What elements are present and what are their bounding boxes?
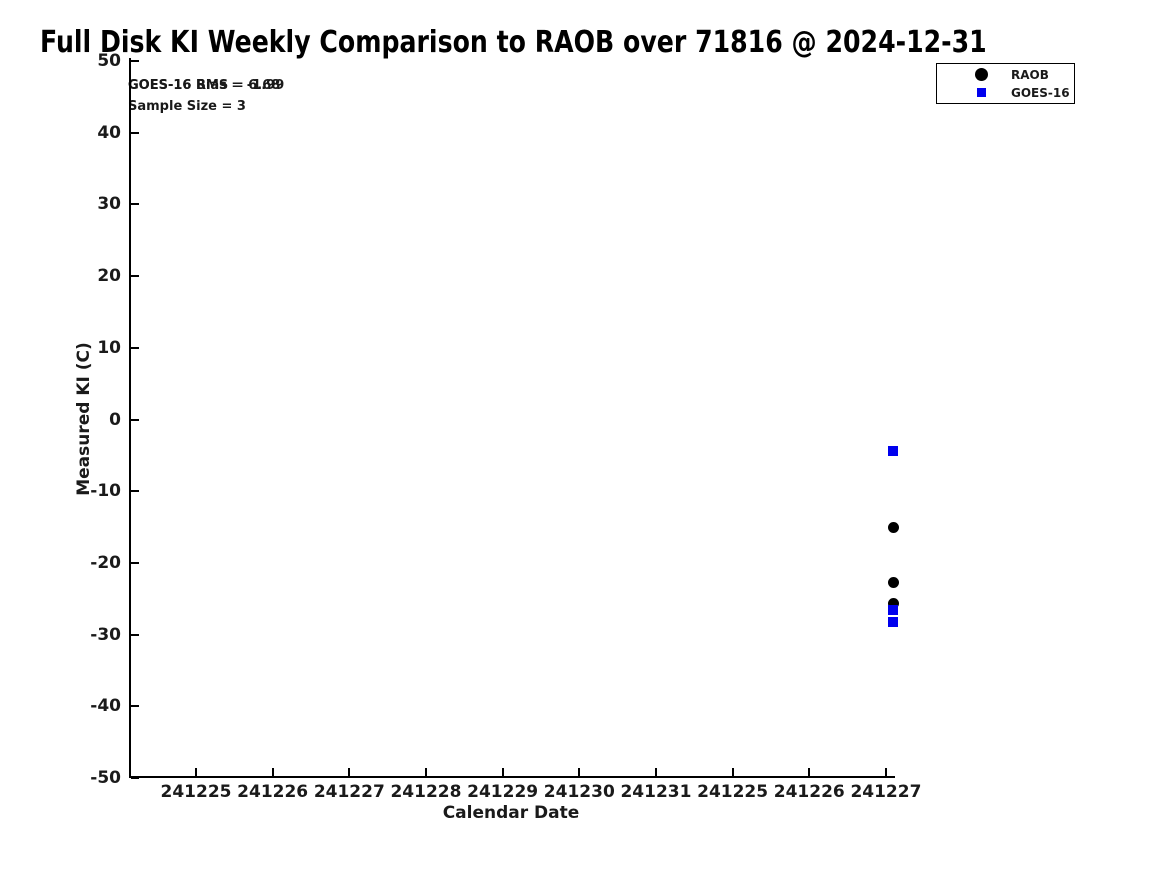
stats-rms-text: GOES-16 RMS = 6.68 bbox=[128, 78, 281, 93]
y-tick-mark bbox=[131, 777, 139, 779]
x-tick-label: 241226 bbox=[773, 782, 845, 802]
y-tick-label: -20 bbox=[90, 552, 121, 573]
x-tick-label: 241231 bbox=[620, 782, 692, 802]
y-tick-mark bbox=[131, 131, 139, 134]
stats-bias-text: GOES-16 Bias = -1.99 bbox=[128, 78, 285, 93]
x-tick-mark bbox=[348, 768, 351, 776]
data-point-raob bbox=[887, 598, 899, 610]
chart-title: Full Disk KI Weekly Comparison to RAOB o… bbox=[40, 25, 987, 60]
x-tick-label: 241226 bbox=[237, 782, 309, 802]
y-tick-mark bbox=[131, 633, 139, 636]
y-tick-mark bbox=[131, 275, 139, 278]
x-tick-label: 241229 bbox=[467, 782, 539, 802]
data-point-goes-16 bbox=[888, 616, 898, 627]
y-tick-mark bbox=[131, 203, 139, 206]
y-tick-label: -40 bbox=[90, 696, 121, 717]
data-point-raob bbox=[887, 521, 899, 533]
legend-item-goes16: GOES-16 bbox=[937, 85, 1074, 100]
x-tick-mark bbox=[271, 768, 274, 776]
x-tick-mark bbox=[501, 768, 504, 776]
legend-item-raob: RAOB bbox=[937, 67, 1074, 82]
x-tick-label: 241225 bbox=[697, 782, 769, 802]
goes16-square-icon bbox=[976, 88, 986, 97]
y-tick-label: -10 bbox=[90, 481, 121, 502]
x-tick-label: 241230 bbox=[543, 782, 615, 802]
y-tick-label: 50 bbox=[97, 51, 121, 71]
x-tick-mark bbox=[808, 768, 811, 776]
y-tick-mark bbox=[131, 418, 139, 421]
x-tick-mark bbox=[731, 768, 734, 776]
y-axis-spine bbox=[129, 58, 131, 778]
y-tick-label: -50 bbox=[90, 768, 121, 788]
y-tick-mark bbox=[131, 705, 139, 708]
x-tick-label: 241227 bbox=[313, 782, 385, 802]
y-tick-label: -30 bbox=[90, 624, 121, 645]
x-tick-label: 241227 bbox=[850, 782, 922, 802]
x-tick-label: 241225 bbox=[160, 782, 232, 802]
y-tick-label: 10 bbox=[97, 337, 121, 358]
stats-sample-size-text: Sample Size = 3 bbox=[128, 99, 246, 114]
x-tick-label: 241228 bbox=[390, 782, 462, 802]
x-axis-spine bbox=[129, 776, 895, 778]
raob-circle-icon bbox=[974, 68, 988, 81]
x-tick-mark bbox=[424, 768, 427, 776]
legend-label-goes16: GOES-16 bbox=[1011, 85, 1070, 100]
x-tick-mark bbox=[884, 768, 887, 776]
x-tick-mark bbox=[195, 768, 197, 776]
data-point-goes-16 bbox=[888, 605, 898, 616]
y-tick-mark bbox=[131, 60, 139, 62]
x-tick-mark bbox=[654, 768, 657, 776]
y-tick-label: 20 bbox=[97, 266, 121, 287]
data-point-goes-16 bbox=[888, 446, 898, 457]
legend-label-raob: RAOB bbox=[1011, 67, 1049, 82]
y-tick-mark bbox=[131, 561, 139, 564]
y-tick-mark bbox=[131, 490, 139, 493]
data-point-raob bbox=[887, 576, 899, 588]
y-tick-label: 40 bbox=[97, 122, 121, 143]
y-tick-mark bbox=[131, 346, 139, 349]
legend: RAOB GOES-16 bbox=[936, 63, 1075, 104]
x-axis-label: Calendar Date bbox=[442, 803, 580, 823]
y-tick-label: 0 bbox=[109, 409, 121, 430]
y-tick-label: 30 bbox=[97, 194, 121, 215]
x-tick-mark bbox=[578, 768, 581, 776]
